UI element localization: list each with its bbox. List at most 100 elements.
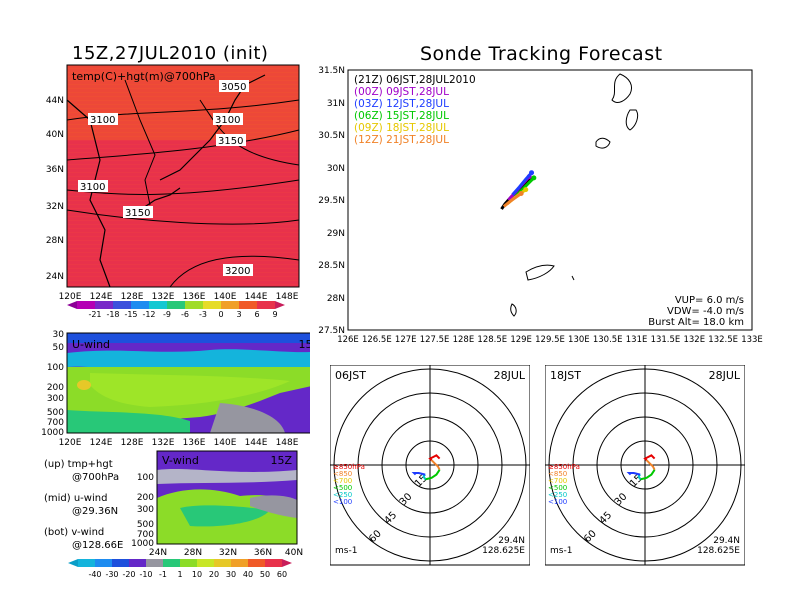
hodograph-level-legend: <500 — [548, 484, 567, 492]
lon-tick: 126E — [337, 335, 359, 345]
lon-tick: 124E — [90, 292, 113, 302]
lat-tick: 29N — [327, 229, 345, 239]
sonde-track-map: 31.5N 31N 30.5N 30N 29.5N 29N 28.5N 28N … — [318, 66, 763, 345]
level-tick: 100 — [137, 473, 154, 483]
colorbar-label: -30 — [105, 570, 118, 579]
level-tick: 200 — [137, 493, 154, 503]
contour-label: 3150 — [125, 208, 150, 219]
lat-tick: 40N — [46, 130, 64, 140]
lat-tick: 30.5N — [318, 131, 345, 141]
lon-tick: 124E — [90, 438, 113, 447]
track-line — [502, 192, 523, 208]
note-mid: (mid) u-wind — [44, 493, 108, 504]
contour-label: 3050 — [221, 82, 246, 93]
colorbar-label: -21 — [88, 310, 101, 319]
hodograph-segment — [411, 472, 426, 476]
lon-tick: 127E — [395, 335, 417, 345]
contour-label: 3100 — [215, 115, 240, 126]
panel-notes: (up) tmp+hgt @700hPa (mid) u-wind @29.36… — [44, 458, 123, 552]
hodograph-time: 06JST — [335, 369, 366, 382]
colorbar-label: 6 — [254, 310, 259, 319]
lon-tick: 128E — [121, 292, 144, 302]
colorbar-label: 1 — [177, 570, 182, 579]
lon-tick: 132E — [152, 438, 175, 447]
track-endpoint — [523, 187, 529, 193]
track-line — [511, 171, 533, 196]
level-tick: 500 — [137, 520, 154, 530]
lon-tick: 140E — [214, 292, 237, 302]
u-wind-time: 15Z — [298, 338, 310, 351]
colorbar-label: -20 — [122, 570, 135, 579]
colorbar-label: -1 — [159, 570, 167, 579]
lat-tick: 28.5N — [318, 261, 345, 271]
level-tick: 30 — [53, 330, 65, 340]
note-bot-sub: @128.66E — [72, 540, 124, 551]
level-tick: 1000 — [41, 428, 64, 438]
colorbar-label: -3 — [199, 310, 207, 319]
hodograph-segment — [430, 459, 441, 471]
lon-tick: 120E — [59, 438, 82, 447]
hodograph-date: 28JUL — [709, 369, 741, 382]
lon-tick: 133E — [741, 335, 763, 345]
hodograph-lat: 29.4N — [498, 536, 525, 546]
legend-entry: (06Z) 15JST,28JUL — [354, 110, 449, 122]
u-wind-label: U-wind — [72, 338, 110, 351]
hodograph-time: 18JST — [550, 369, 581, 382]
lon-tick: 132E — [683, 335, 705, 345]
hodograph-level-legend: <500 — [333, 484, 352, 492]
colorbar-label: 0 — [218, 310, 223, 319]
colorbar-label: 10 — [192, 570, 202, 579]
track-map-frame — [347, 69, 753, 331]
contour-label: 3200 — [225, 266, 250, 277]
colorbar-label: 9 — [272, 310, 277, 319]
lon-tick: 129.5E — [535, 335, 565, 345]
lon-tick: 132E — [152, 292, 175, 302]
temp-height-map: temp(C)+hgt(m)@700hPa 3050 3100 3100 310… — [46, 64, 300, 319]
hodograph-level-legend: ≥850hPa — [333, 463, 365, 471]
lon-tick: 131E — [626, 335, 648, 345]
lat-tick: 32N — [219, 548, 237, 558]
hodograph-segment — [643, 454, 656, 461]
level-tick: 500 — [47, 408, 64, 418]
legend-entry: (00Z) 09JST,28JUL — [354, 86, 449, 98]
hodograph-segment — [626, 472, 641, 476]
hodograph-level-legend: <250 — [548, 491, 567, 499]
lat-tick: 24N — [46, 272, 64, 282]
burst-alt-text: Burst Alt= 18.0 km — [648, 317, 744, 328]
colorbar-label: -12 — [142, 310, 155, 319]
hodograph-level-legend: <850 — [333, 470, 352, 478]
hodograph-lon: 128.625E — [697, 546, 740, 556]
u-wind-cross-section: U-wind 15Z 30 50 100 200 300 500 700 100… — [41, 330, 310, 447]
lon-tick: 127.5E — [420, 335, 450, 345]
vdw-text: VDW= -4.0 m/s — [667, 306, 744, 317]
colorbar-label: -9 — [163, 310, 171, 319]
lat-tick: 27.5N — [318, 326, 345, 336]
lon-tick: 131.5E — [651, 335, 681, 345]
lon-tick: 129E — [510, 335, 532, 345]
colorbar-label: 3 — [236, 310, 241, 319]
colorbar-label: -10 — [139, 570, 152, 579]
level-tick: 700 — [47, 418, 64, 428]
lon-tick: 120E — [59, 292, 82, 302]
note-bot: (bot) v-wind — [44, 527, 105, 538]
map-field-label: temp(C)+hgt(m)@700hPa — [72, 70, 216, 83]
wind-colorbar: -40 -30 -20 -10 -1 1 10 20 30 40 50 60 — [68, 559, 292, 579]
lon-tick: 132.5E — [708, 335, 738, 345]
hodograph-segment — [424, 469, 441, 481]
hodograph-segment — [428, 454, 441, 461]
colorbar-label: 60 — [277, 570, 287, 579]
colorbar-label: -6 — [181, 310, 189, 319]
v-wind-time: 15Z — [270, 454, 292, 467]
colorbar-label: 50 — [260, 570, 270, 579]
level-tick: 1000 — [131, 539, 154, 549]
level-tick: 100 — [47, 363, 64, 373]
lon-tick: 128E — [121, 438, 144, 447]
level-tick: 200 — [47, 383, 64, 393]
hodograph-unit: ms-1 — [335, 546, 357, 556]
hodograph-level-legend: <100 — [548, 498, 567, 506]
colorbar-label: 30 — [226, 570, 236, 579]
contour-labels: 3050 3100 3100 3100 3150 3150 3200 — [78, 80, 253, 277]
colorbar-label: 40 — [243, 570, 253, 579]
level-tick: 700 — [137, 530, 154, 540]
